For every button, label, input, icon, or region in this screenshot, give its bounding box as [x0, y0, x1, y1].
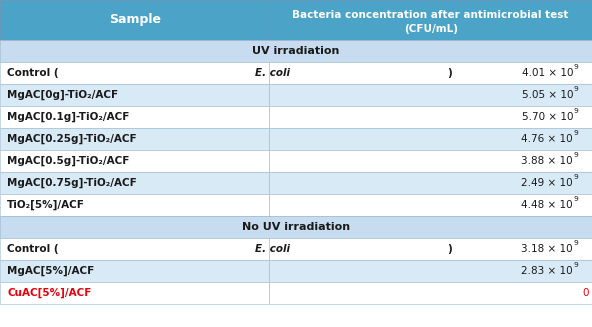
Text: TiO₂[5%]/ACF: TiO₂[5%]/ACF — [7, 200, 85, 210]
Bar — [0, 106, 269, 128]
Text: 9: 9 — [574, 262, 578, 268]
Bar — [0, 128, 269, 150]
Text: 9: 9 — [574, 130, 578, 136]
Text: Bacteria concentration after antimicrobial test: Bacteria concentration after antimicrobi… — [292, 10, 569, 20]
Bar — [269, 150, 592, 172]
Bar — [269, 194, 592, 216]
Text: E. coli: E. coli — [255, 244, 290, 254]
Text: Sample: Sample — [109, 13, 160, 26]
Text: Control (: Control ( — [7, 244, 59, 254]
Text: 4.48 × 10: 4.48 × 10 — [522, 200, 573, 210]
Text: 9: 9 — [574, 240, 578, 246]
Text: ): ) — [448, 68, 452, 78]
Bar — [0, 172, 269, 194]
Text: ): ) — [448, 244, 452, 254]
Text: 2.49 × 10: 2.49 × 10 — [522, 178, 573, 188]
Text: MgAC[0.25g]-TiO₂/ACF: MgAC[0.25g]-TiO₂/ACF — [7, 134, 137, 144]
Bar — [269, 106, 592, 128]
Text: 3.88 × 10: 3.88 × 10 — [522, 156, 573, 166]
Bar — [0, 194, 269, 216]
Text: MgAC[0g]-TiO₂/ACF: MgAC[0g]-TiO₂/ACF — [7, 90, 118, 100]
Bar — [0, 40, 592, 62]
Text: 9: 9 — [574, 196, 578, 202]
Text: 5.70 × 10: 5.70 × 10 — [522, 112, 573, 122]
Text: MgAC[5%]/ACF: MgAC[5%]/ACF — [7, 266, 94, 276]
Text: 3.18 × 10: 3.18 × 10 — [522, 244, 573, 254]
Text: 9: 9 — [574, 174, 578, 180]
Text: E. coli: E. coli — [255, 68, 290, 78]
Text: MgAC[0.75g]-TiO₂/ACF: MgAC[0.75g]-TiO₂/ACF — [7, 178, 137, 188]
Text: 0: 0 — [583, 288, 589, 298]
Bar — [269, 62, 592, 84]
Bar — [269, 238, 592, 260]
Text: 9: 9 — [574, 152, 578, 158]
Text: 2.83 × 10: 2.83 × 10 — [522, 266, 573, 276]
Text: 4.01 × 10: 4.01 × 10 — [522, 68, 573, 78]
Bar — [0, 62, 269, 84]
Text: Control (: Control ( — [7, 68, 59, 78]
Bar — [0, 0, 269, 40]
Text: 9: 9 — [574, 64, 578, 70]
Text: (CFU/mL): (CFU/mL) — [404, 24, 458, 34]
Bar — [0, 84, 269, 106]
Text: No UV irradiation: No UV irradiation — [242, 222, 350, 232]
Bar — [0, 282, 269, 304]
Text: 9: 9 — [574, 108, 578, 114]
Bar — [269, 260, 592, 282]
Bar — [269, 128, 592, 150]
Bar — [0, 216, 592, 238]
Text: 4.76 × 10: 4.76 × 10 — [522, 134, 573, 144]
Bar — [269, 0, 592, 40]
Bar — [0, 238, 269, 260]
Text: 9: 9 — [574, 86, 578, 92]
Bar — [269, 172, 592, 194]
Bar — [0, 150, 269, 172]
Text: MgAC[0.1g]-TiO₂/ACF: MgAC[0.1g]-TiO₂/ACF — [7, 112, 130, 122]
Text: UV irradiation: UV irradiation — [252, 46, 340, 56]
Bar — [269, 282, 592, 304]
Text: 5.05 × 10: 5.05 × 10 — [522, 90, 573, 100]
Bar — [0, 260, 269, 282]
Text: CuAC[5%]/ACF: CuAC[5%]/ACF — [7, 288, 92, 298]
Bar — [269, 84, 592, 106]
Text: MgAC[0.5g]-TiO₂/ACF: MgAC[0.5g]-TiO₂/ACF — [7, 156, 130, 166]
